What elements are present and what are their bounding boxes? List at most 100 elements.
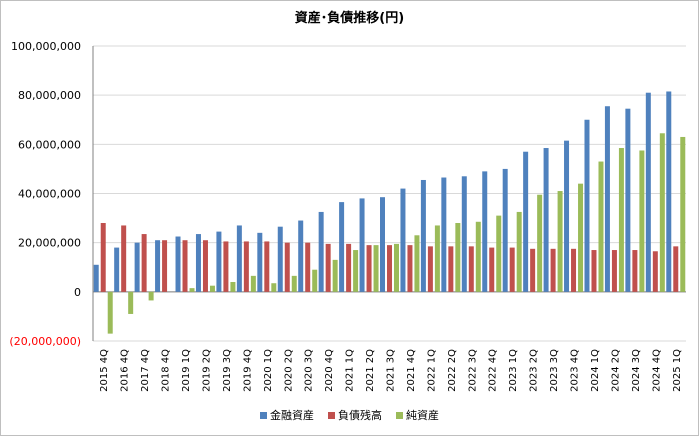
legend-label: 純資産 [406,409,439,422]
bar-金融資産 [502,168,508,292]
x-tick-label: 2023 2Q [529,349,540,392]
bar-負債残高 [325,243,331,292]
bar-純資産 [537,194,543,292]
bar-負債残高 [141,234,147,292]
bar-負債残高 [530,248,536,292]
bar-負債残高 [223,241,229,292]
bar-金融資産 [298,220,304,292]
bar-金融資産 [257,232,263,292]
bar-金融資産 [216,231,222,292]
bar-純資産 [148,291,154,301]
bar-純資産 [271,283,277,292]
x-tick-label: 2019 4Q [242,349,253,392]
bar-負債残高 [489,247,495,292]
bar-純資産 [475,221,481,292]
x-tick-label: 2022 3Q [467,349,478,392]
bar-純資産 [516,211,522,292]
bar-負債残高 [264,241,270,292]
x-tick-labels: 2015 4Q 2016 4Q 2017 4Q 2018 4Q 2019 1Q 2019 … [99,349,683,392]
y-tick-label: 20,000,000 [18,237,81,250]
bar-負債残高 [202,240,208,292]
x-tick-label: 2024 4Q [651,349,662,392]
x-tick-label: 2016 4Q [120,349,131,392]
x-tick-label: 2024 3Q [631,349,642,392]
bar-純資産 [332,259,338,292]
chart-title: 資産･負債推移(円) [294,11,405,26]
bar-金融資産 [461,176,467,292]
bar-金融資産 [666,91,672,292]
gridlines [93,45,686,342]
bar-純資産 [598,161,604,292]
bar-負債残高 [387,245,392,292]
bar-純資産 [312,269,318,292]
bar-純資産 [291,275,297,292]
bar-負債残高 [100,223,106,292]
bar-純資産 [578,183,584,292]
bar-負債残高 [591,250,597,292]
y-tick-label: 60,000,000 [18,138,81,151]
x-tick-label: 2021 1Q [345,349,356,392]
x-tick-label: 2018 4Q [161,349,172,392]
bar-純資産 [639,150,645,292]
x-tick-label: 2017 4Q [140,349,151,392]
bar-純資産 [414,235,420,292]
x-tick-label: 2024 2Q [610,349,621,392]
bar-負債残高 [305,242,311,292]
bar-負債残高 [448,246,454,292]
bar-負債残高 [632,250,638,292]
bar-純資産 [230,282,236,292]
bar-負債残高 [346,243,352,292]
bar-負債残高 [427,246,433,292]
bar-純資産 [659,133,665,292]
bar-純資産 [250,275,256,292]
bar-純資産 [618,148,624,292]
bar-金融資産 [359,198,365,292]
bar-純資産 [394,243,399,292]
bar-負債残高 [468,246,474,292]
bar-金融資産 [604,106,610,292]
bar-純資産 [209,285,215,292]
x-tick-label: 2020 1Q [263,349,274,392]
bar-金融資産 [380,197,385,292]
bar-金融資産 [482,171,488,292]
bar-金融資産 [564,140,570,292]
bar-負債残高 [509,247,515,292]
bar-負債残高 [571,248,577,292]
bar-負債残高 [652,251,658,292]
legend-item: 純資産 [396,407,439,423]
bar-金融資産 [93,264,99,292]
x-tick-label: 2020 4Q [324,349,335,392]
bar-金融資産 [134,242,140,292]
bar-金融資産 [155,240,161,292]
bar-金融資産 [175,236,181,292]
bar-純資産 [107,291,113,334]
bar-純資産 [680,136,686,292]
x-tick-label: 2021 3Q [386,349,397,392]
bar-金融資産 [277,226,283,292]
bar-金融資産 [114,247,120,292]
bar-純資産 [455,223,461,292]
y-tick-label: 0 [74,286,81,299]
bar-負債残高 [162,240,168,292]
bar-金融資産 [400,188,406,292]
bar-金融資産 [543,148,549,292]
bar-金融資産 [420,179,426,292]
x-tick-label: 2025 1Q [672,349,683,392]
x-tick-label: 2015 4Q [99,349,110,392]
bar-負債残高 [243,241,249,292]
bar-純資産 [496,215,502,292]
legend-item: 金融資産 [260,407,314,423]
bar-金融資産 [236,225,242,292]
y-tick-label: (20,000,000) [9,335,81,348]
x-tick-label: 2023 1Q [508,349,519,392]
bar-純資産 [557,191,563,292]
x-tick-label: 2020 2Q [283,349,294,392]
bar-負債残高 [673,246,679,292]
legend-swatch [260,411,267,419]
x-tick-label: 2022 1Q [426,349,437,392]
x-tick-label: 2022 4Q [488,349,499,392]
bar-金融資産 [195,234,201,292]
x-tick-label: 2023 4Q [570,349,581,392]
